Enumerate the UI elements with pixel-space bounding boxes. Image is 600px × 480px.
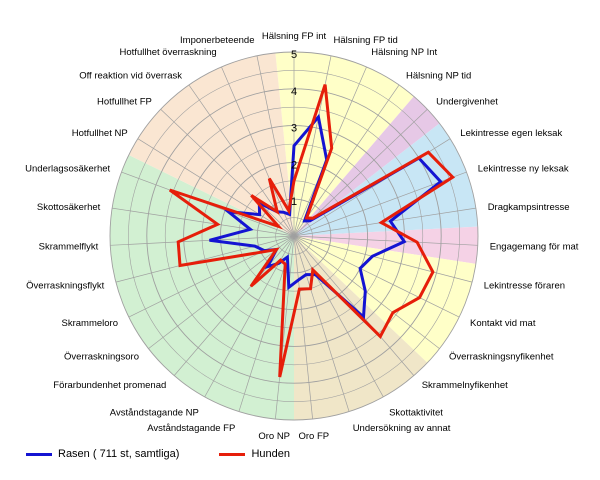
grid-spoke: [293, 235, 478, 246]
legend-item-rasen: Rasen ( 711 st, samtliga): [26, 448, 179, 460]
axis-label: Hotfullhet överraskning: [120, 47, 217, 58]
legend-item-hunden: Hunden: [219, 448, 290, 460]
axis-label: Dragkampsintresse: [488, 202, 570, 213]
grid-spoke: [256, 55, 295, 237]
axis-label: Off reaktion vid överrask: [79, 71, 182, 82]
axis-label: Oro NP: [258, 431, 290, 440]
axis-label: Avståndstagande NP: [110, 407, 199, 418]
axis-label: Hälsning NP Int: [371, 47, 437, 58]
legend-swatch-rasen: [26, 452, 52, 456]
series-line-rasen: [209, 113, 443, 321]
axis-label: Skrammelflykt: [39, 241, 99, 252]
axis-label: Engagemang för mat: [490, 241, 579, 252]
axis-label: Avståndstagande FP: [147, 423, 235, 434]
axis-label: Undergivenhet: [436, 97, 498, 108]
grid-spoke: [148, 235, 295, 349]
axis-label: Lekintresse ny leksak: [478, 163, 569, 174]
grid-spoke: [293, 235, 313, 420]
background-sector-5: [294, 236, 428, 420]
radial-tick-label: 2: [291, 159, 297, 171]
axis-label: Skrammelnyfikenhet: [422, 380, 508, 391]
axis-label: Förarbundenhet promenad: [53, 380, 166, 391]
axis-label: Hotfullhet NP: [72, 128, 128, 139]
axis-label: Hälsning NP tid: [406, 71, 471, 82]
radial-tick-labels: 1 2 3 4 5: [291, 49, 297, 208]
series-line-hunden: [168, 84, 456, 378]
grid-spoke: [293, 235, 350, 412]
axis-label: Oro FP: [298, 431, 329, 440]
radial-tick-label: 1: [291, 196, 297, 208]
background-sector-0: [275, 52, 414, 237]
grid-spoke: [293, 207, 476, 237]
grid-spoke: [293, 235, 460, 318]
background-sector-2: [294, 123, 478, 236]
grid-spoke: [173, 235, 295, 376]
background-sector-7: [128, 52, 294, 236]
axis-label: Skrammeloro: [62, 318, 119, 329]
legend: Rasen ( 711 st, samtliga) Hunden: [26, 446, 330, 462]
background-sector-6: [110, 154, 294, 421]
grid-spoke: [110, 235, 295, 246]
legend-label-hunden: Hunden: [251, 448, 291, 460]
grid-spoke: [112, 207, 295, 237]
axis-label: Imponerbeteende: [180, 35, 254, 46]
series-layer: [168, 84, 456, 378]
axis-label: Överraskningsnyfikenhet: [449, 352, 554, 363]
grid-spoke: [293, 235, 384, 398]
legend-label-rasen: Rasen ( 711 st, samtliga): [58, 448, 180, 460]
radial-tick-label: 5: [291, 49, 297, 61]
grid-spoke: [115, 235, 295, 283]
axis-label: Överraskningsflykt: [26, 281, 104, 292]
axis-label: Lekintresse egen leksak: [460, 128, 562, 139]
legend-swatch-hunden: [219, 452, 246, 456]
axis-label: Lekintresse föraren: [484, 281, 565, 292]
grid-spoke: [293, 235, 415, 376]
background-sector-3: [294, 226, 478, 264]
axis-label: Kontakt vid mat: [470, 318, 536, 329]
axis-label: Hälsning FP tid: [334, 35, 398, 46]
grid-spoke: [293, 84, 400, 237]
axis-label: Skottosäkerhet: [37, 202, 101, 213]
grid-spoke: [137, 138, 295, 237]
grid-spoke: [293, 235, 440, 349]
axis-label: Underlagsosäkerhet: [25, 163, 110, 174]
axis-label: Överraskningsoro: [64, 352, 139, 363]
axis-label: Hälsning FP int: [262, 31, 327, 42]
axis-label: Undersökning av annat: [353, 423, 451, 434]
grid-spoke: [293, 235, 473, 283]
grid-spoke: [160, 108, 295, 237]
grid-spoke: [221, 66, 295, 237]
axis-label: Hotfullhet FP: [97, 97, 152, 108]
radial-tick-label: 4: [291, 86, 297, 98]
grid-spoke: [275, 235, 295, 420]
axis-label: Skottaktivitet: [389, 407, 443, 418]
radial-tick-label: 3: [291, 123, 297, 135]
